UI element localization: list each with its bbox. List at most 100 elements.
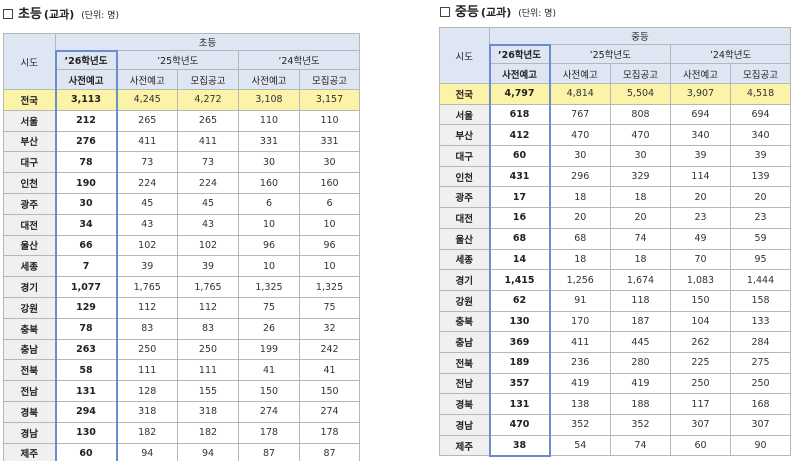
region-cell: 충북 [3,317,56,340]
value-cell: 138 [549,393,611,415]
value-cell: 178 [298,421,361,444]
value-cell: 307 [670,414,731,436]
value-cell: 54 [549,434,611,457]
value-cell: 187 [610,310,671,333]
value-cell: 74 [610,434,671,457]
region-cell: 제주 [3,442,56,461]
region-cell: 세종 [3,255,56,278]
secondary-subtitle: (교과) [480,6,512,19]
value-cell: 45 [177,192,239,215]
value-cell: 224 [116,172,178,194]
region-cell: 충북 [439,310,490,333]
value-cell: 94 [116,442,178,461]
region-cell: 전국 [439,83,490,105]
secondary-panel: 중등 (교과) (단위: 명) 시도 중등 ’26학년도 ’25학년도 ’24학… [437,0,792,457]
sub-header-pre: 사전예고 [488,63,551,84]
value-cell-26: 3,113 [54,89,118,111]
table-row: 경북 131 138 188 117 168 [439,393,792,415]
table-row: 충남 263 250 250 199 242 [3,338,361,361]
table-row: 충남 369 411 445 262 284 [439,331,792,353]
value-cell: 274 [298,400,361,423]
value-cell-26: 618 [488,103,551,126]
value-cell-26: 4,797 [488,83,551,105]
region-cell: 대전 [439,207,490,229]
region-cell: 대구 [3,151,56,174]
value-cell: 112 [177,296,239,319]
table-row: 울산 66 102 102 96 96 [3,234,361,257]
region-cell: 경북 [439,393,490,415]
value-cell: 262 [670,331,731,353]
year-header-26: ’26학년도 [54,49,118,70]
value-cell: 329 [610,165,671,188]
secondary-unit: (단위: 명) [518,9,556,19]
value-cell: 10 [238,255,300,278]
value-cell: 352 [549,414,611,436]
region-cell: 전북 [439,351,490,374]
value-cell-26: 16 [488,207,551,229]
value-cell: 694 [729,103,792,126]
value-cell: 30 [298,151,361,174]
value-cell: 39 [177,255,239,278]
value-cell: 110 [298,109,361,132]
table-row: 전북 58 111 111 41 41 [3,359,361,382]
value-cell: 30 [610,145,671,167]
table-row: 경기 1,077 1,765 1,765 1,325 1,325 [3,276,361,298]
table-row-total: 전국 4,797 4,814 5,504 3,907 4,518 [439,83,792,105]
value-cell: 110 [238,109,300,132]
value-cell: 284 [729,331,792,353]
year-header-24: ’24학년도 [669,44,792,64]
value-cell: 59 [729,227,792,250]
value-cell: 224 [177,172,239,194]
value-cell: 250 [729,372,792,395]
value-cell: 340 [729,124,792,147]
table-row: 강원 129 112 112 75 75 [3,296,361,319]
value-cell-26: 66 [54,234,118,257]
secondary-title: 중등 [455,5,479,20]
value-cell: 39 [729,145,792,167]
value-cell-26: 129 [54,296,118,319]
value-cell: 75 [298,296,361,319]
value-cell: 20 [549,207,611,229]
region-header: 시도 [3,33,56,90]
value-cell: 1,325 [238,276,300,298]
value-cell: 470 [610,124,671,147]
region-cell: 경남 [439,414,490,436]
value-cell: 318 [177,400,239,423]
checkbox-square-icon [3,9,13,19]
value-cell: 32 [298,317,361,340]
value-cell: 1,325 [298,276,361,298]
table-row: 제주 60 94 94 87 87 [3,442,361,461]
value-cell: 5,504 [610,83,671,105]
value-cell: 70 [670,248,731,271]
value-cell: 43 [177,213,239,236]
value-cell: 694 [670,103,731,126]
table-row: 광주 30 45 45 6 6 [3,192,361,215]
value-cell: 49 [670,227,731,250]
value-cell: 150 [298,380,361,402]
value-cell: 6 [238,192,300,215]
value-cell: 182 [177,421,239,444]
value-cell-26: 412 [488,124,551,147]
region-header: 시도 [439,27,490,84]
value-cell: 96 [238,234,300,257]
value-cell-26: 60 [54,442,118,461]
value-cell: 178 [238,421,300,444]
value-cell: 83 [177,317,239,340]
value-cell: 225 [670,351,731,374]
region-cell: 경북 [3,400,56,423]
value-cell: 45 [116,192,178,215]
region-cell: 전남 [3,380,56,402]
value-cell: 4,272 [177,89,239,111]
value-cell: 150 [670,289,731,312]
region-cell: 인천 [3,172,56,194]
region-cell: 광주 [439,186,490,209]
value-cell: 236 [549,351,611,374]
region-cell: 부산 [439,124,490,147]
value-cell: 160 [238,172,300,194]
region-cell: 강원 [3,296,56,319]
value-cell: 1,444 [729,269,792,291]
value-cell: 808 [610,103,671,126]
year-header-25: ’25학년도 [549,44,671,64]
year-header-26: ’26학년도 [488,43,551,64]
elementary-unit: (단위: 명) [81,11,119,21]
